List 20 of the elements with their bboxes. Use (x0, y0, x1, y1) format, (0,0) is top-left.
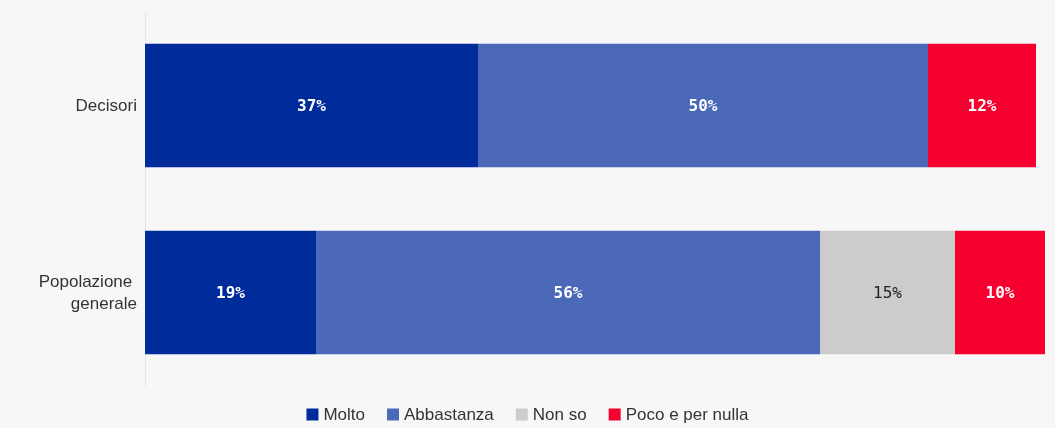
y-tick-label: Decisori (75, 96, 137, 115)
bar (955, 230, 1045, 355)
bar (316, 230, 820, 355)
legend-label: Molto (323, 405, 366, 424)
bar (145, 230, 316, 355)
legend-label: Non so (532, 405, 587, 424)
legend-label: Poco e per nulla (625, 405, 750, 424)
y-tick-label: Popolazione generale (38, 272, 137, 313)
data-label: 15% (873, 283, 903, 302)
data-label: 12% (967, 96, 997, 115)
bar (478, 43, 928, 168)
legend-label: Abbastanza (404, 405, 495, 424)
bar (928, 43, 1036, 168)
bar (145, 43, 478, 168)
data-label: 10% (985, 283, 1015, 302)
data-label: 37% (297, 96, 327, 115)
data-label: 56% (553, 283, 583, 302)
bar (820, 230, 955, 355)
data-label: 19% (216, 283, 246, 302)
data-label: 50% (688, 96, 718, 115)
